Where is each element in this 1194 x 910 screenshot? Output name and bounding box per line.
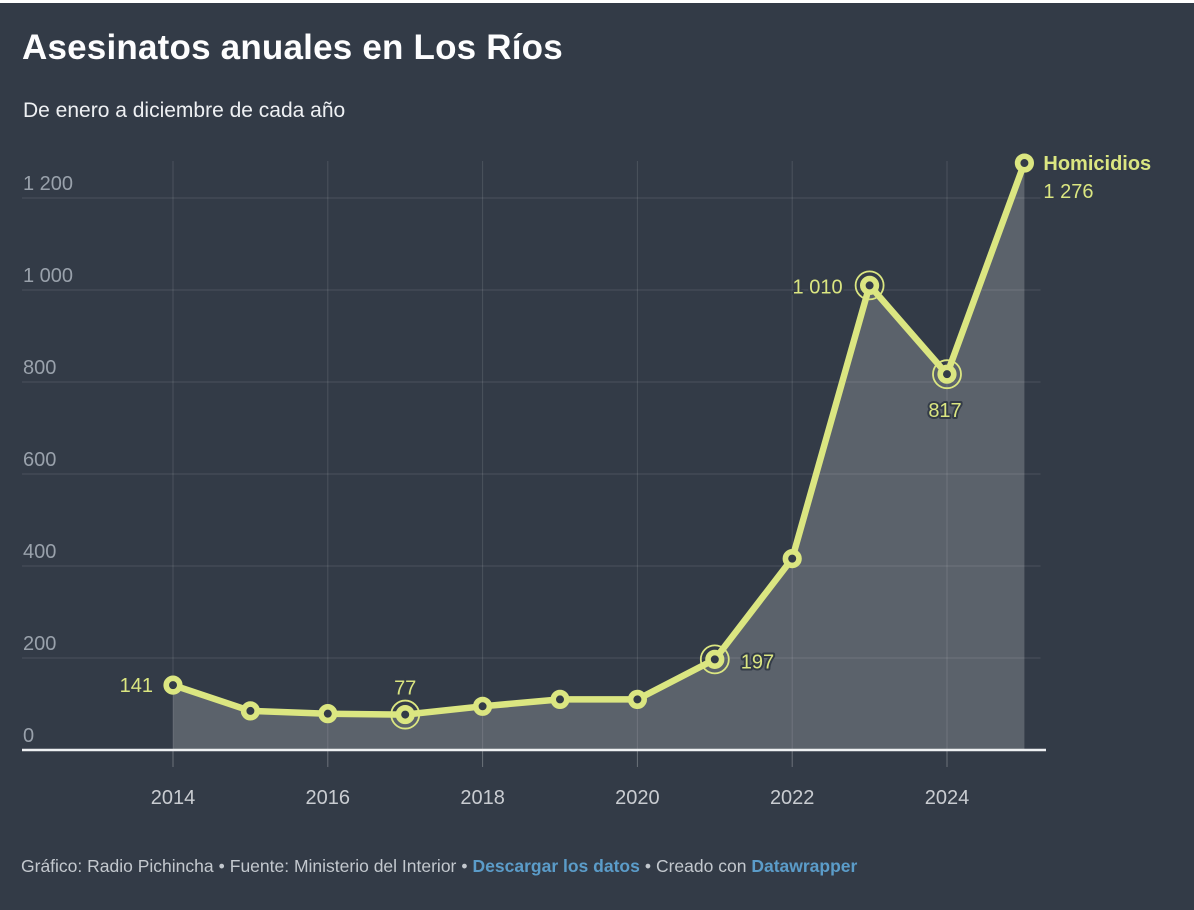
y-axis-label-400: 400 xyxy=(23,541,56,563)
footer-separator: • xyxy=(461,856,468,876)
y-axis-label-1000: 1 000 xyxy=(23,265,73,287)
x-axis-label-2024: 2024 xyxy=(925,787,970,809)
data-point-2023 xyxy=(859,275,880,296)
x-axis-label-2014: 2014 xyxy=(151,787,196,809)
data-point-2018 xyxy=(473,696,493,716)
y-axis-label-0: 0 xyxy=(23,725,34,747)
data-label-2014: 141 xyxy=(120,675,153,697)
data-point-2019 xyxy=(550,689,570,710)
x-axis-label-2022: 2022 xyxy=(770,787,815,809)
chart-subtitle: De enero a diciembre de cada año xyxy=(23,99,346,122)
data-label-2023: 1 010 xyxy=(793,276,843,298)
x-axis-label-2018: 2018 xyxy=(460,787,505,809)
data-point-2024 xyxy=(937,364,957,384)
y-axis-label-800: 800 xyxy=(23,357,56,379)
data-point-ring-2024 xyxy=(932,359,962,390)
series-line-homicidios xyxy=(169,159,1028,718)
y-axis-label-1200: 1 200 xyxy=(23,173,73,195)
data-point-2015 xyxy=(240,701,260,721)
data-label-2021: 197 xyxy=(741,651,774,673)
data-point-2014 xyxy=(163,675,183,695)
data-point-2025 xyxy=(1014,153,1035,173)
footer-source: Fuente: Ministerio del Interior xyxy=(229,856,457,876)
footer-separator: • xyxy=(644,856,651,876)
data-point-2021 xyxy=(705,649,725,669)
data-point-2020 xyxy=(627,689,648,710)
data-point-2022 xyxy=(782,549,802,569)
footer-credits: Gráfico: Radio Pichincha • Fuente: Ministe… xyxy=(21,856,1181,877)
series-legend-label: Homicidios xyxy=(1043,153,1151,175)
data-point-2016 xyxy=(318,704,338,724)
area-fill xyxy=(173,163,1025,750)
chart-title: Asesinatos anuales en Los Ríos xyxy=(22,28,563,67)
data-label-2017: 77 xyxy=(394,678,416,700)
footer-credit: Gráfico: Radio Pichincha xyxy=(21,856,214,876)
x-axis-label-2016: 2016 xyxy=(306,787,351,809)
y-axis-label-600: 600 xyxy=(23,449,56,471)
data-label-2024: 817 xyxy=(928,400,961,422)
data-label-2025: 1 276 xyxy=(1043,181,1093,203)
datawrapper-link[interactable]: Datawrapper xyxy=(751,856,858,876)
top-border xyxy=(0,0,1194,3)
data-point-ring-2023 xyxy=(854,270,885,301)
y-axis-label-200: 200 xyxy=(23,633,56,655)
footer-separator: • xyxy=(218,856,225,876)
data-point-ring-2017 xyxy=(390,699,421,730)
data-point-ring-2021 xyxy=(699,644,730,675)
footer-created-with: Creado con xyxy=(655,856,747,876)
download-data-link[interactable]: Descargar los datos xyxy=(472,856,640,876)
x-axis-label-2020: 2020 xyxy=(615,787,660,809)
data-point-2017 xyxy=(395,704,415,725)
